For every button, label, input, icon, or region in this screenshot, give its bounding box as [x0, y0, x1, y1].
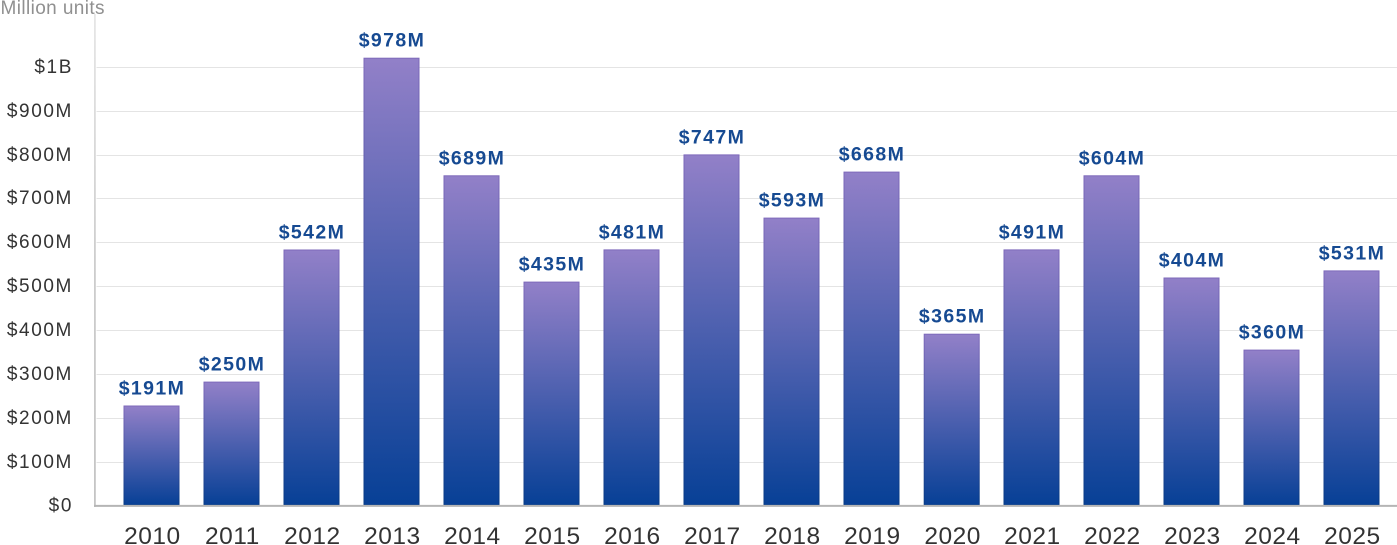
svg-text:$404M: $404M [1159, 250, 1226, 272]
svg-text:2015: 2015 [524, 523, 581, 545]
svg-text:$668M: $668M [839, 144, 906, 166]
svg-text:2011: 2011 [205, 523, 260, 545]
svg-text:$100M: $100M [7, 452, 73, 473]
svg-text:2020: 2020 [924, 523, 981, 545]
svg-text:2010: 2010 [124, 523, 181, 545]
svg-text:$978M: $978M [359, 30, 426, 52]
svg-text:$689M: $689M [439, 147, 506, 169]
svg-text:2018: 2018 [764, 523, 821, 545]
svg-text:2022: 2022 [1084, 523, 1141, 545]
svg-text:$300M: $300M [7, 364, 73, 385]
svg-text:2012: 2012 [284, 523, 341, 545]
svg-text:2016: 2016 [604, 523, 661, 545]
svg-text:2013: 2013 [364, 523, 421, 545]
svg-text:$604M: $604M [1079, 147, 1146, 169]
svg-text:$0: $0 [49, 496, 73, 517]
svg-text:$435M: $435M [519, 254, 586, 276]
svg-text:Million units: Million units [1, 0, 105, 19]
svg-text:2017: 2017 [684, 523, 741, 545]
svg-text:$481M: $481M [599, 221, 666, 243]
svg-text:$900M: $900M [7, 101, 73, 122]
svg-text:$700M: $700M [7, 188, 73, 209]
svg-text:$542M: $542M [279, 222, 346, 244]
svg-text:$531M: $531M [1319, 242, 1386, 264]
svg-text:$200M: $200M [7, 408, 73, 429]
svg-text:$250M: $250M [199, 354, 266, 376]
svg-text:$500M: $500M [7, 276, 73, 297]
svg-text:2023: 2023 [1164, 523, 1221, 545]
svg-text:$400M: $400M [7, 320, 73, 341]
svg-text:$593M: $593M [759, 190, 826, 212]
svg-text:$747M: $747M [679, 126, 746, 148]
svg-text:2024: 2024 [1244, 523, 1301, 545]
svg-text:$360M: $360M [1239, 322, 1306, 344]
svg-text:$800M: $800M [7, 145, 73, 166]
svg-text:$365M: $365M [919, 306, 986, 328]
svg-text:2025: 2025 [1324, 523, 1381, 545]
svg-text:$1B: $1B [34, 57, 73, 78]
svg-text:$191M: $191M [119, 378, 186, 400]
svg-text:2014: 2014 [444, 523, 501, 545]
svg-text:$491M: $491M [999, 221, 1066, 243]
svg-text:2021: 2021 [1004, 523, 1061, 545]
svg-text:$600M: $600M [7, 232, 73, 253]
svg-text:2019: 2019 [844, 523, 901, 545]
